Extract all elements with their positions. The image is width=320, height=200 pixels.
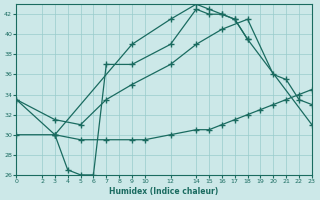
X-axis label: Humidex (Indice chaleur): Humidex (Indice chaleur) — [109, 187, 219, 196]
